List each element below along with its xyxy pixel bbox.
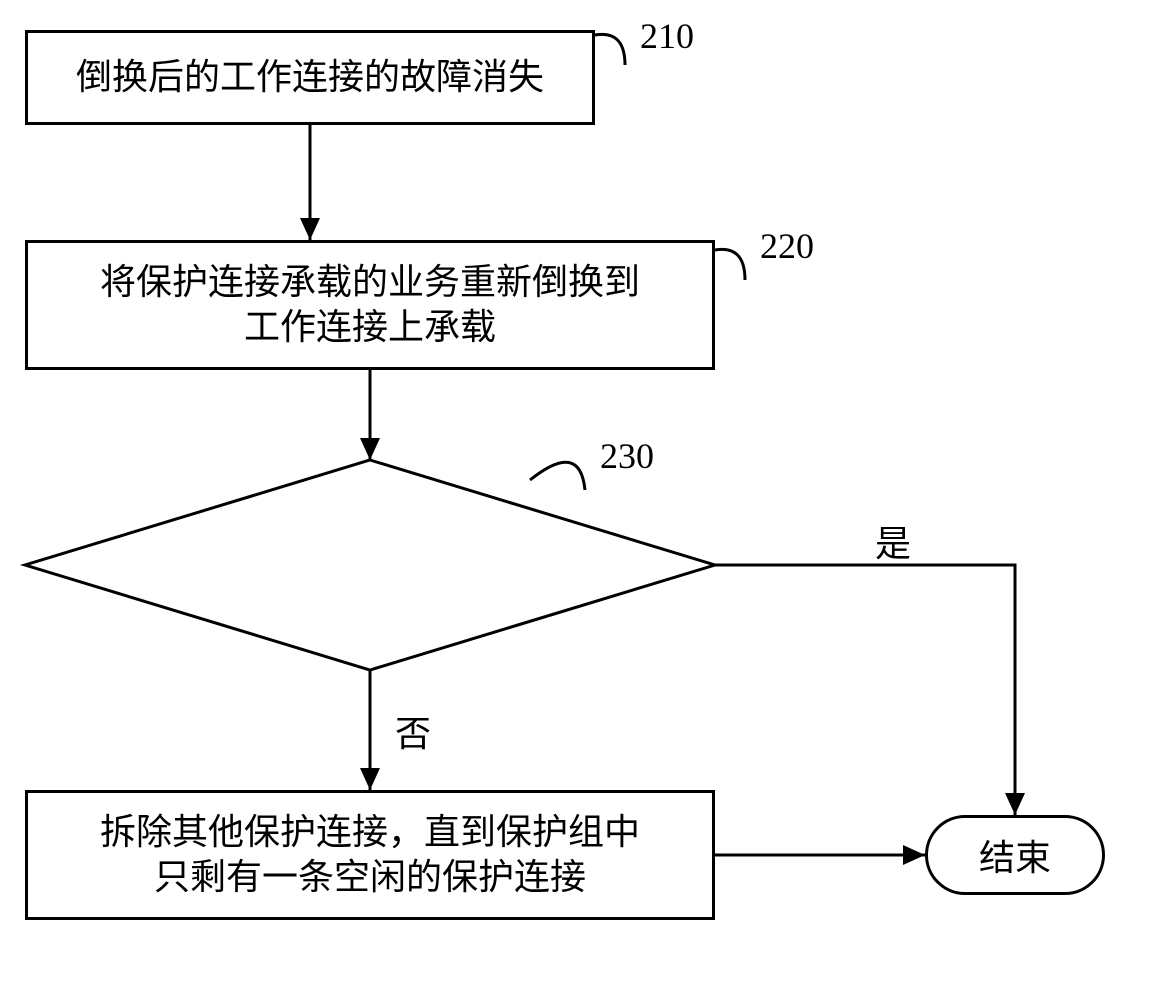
edge-label-yes: 是 (875, 515, 911, 567)
ref-label-210: 210 (640, 15, 694, 57)
process-text: 拆除其他保护连接，直到保护组中只剩有一条空闲的保护连接 (100, 810, 640, 900)
ref-label-220: 220 (760, 225, 814, 267)
terminator-end: 结束 (925, 815, 1105, 895)
process-box-220: 将保护连接承载的业务重新倒换到工作连接上承载 (25, 240, 715, 370)
terminator-text: 结束 (979, 829, 1051, 881)
process-text: 倒换后的工作连接的故障消失 (76, 55, 544, 100)
decision-text-230: 判断当前是否只有一条保护链路 (170, 517, 570, 607)
process-text: 将保护连接承载的业务重新倒换到工作连接上承载 (100, 260, 640, 350)
ref-label-230: 230 (600, 435, 654, 477)
edge-label-no: 否 (395, 705, 431, 757)
process-box-210: 倒换后的工作连接的故障消失 (25, 30, 595, 125)
process-box-240: 拆除其他保护连接，直到保护组中只剩有一条空闲的保护连接 (25, 790, 715, 920)
